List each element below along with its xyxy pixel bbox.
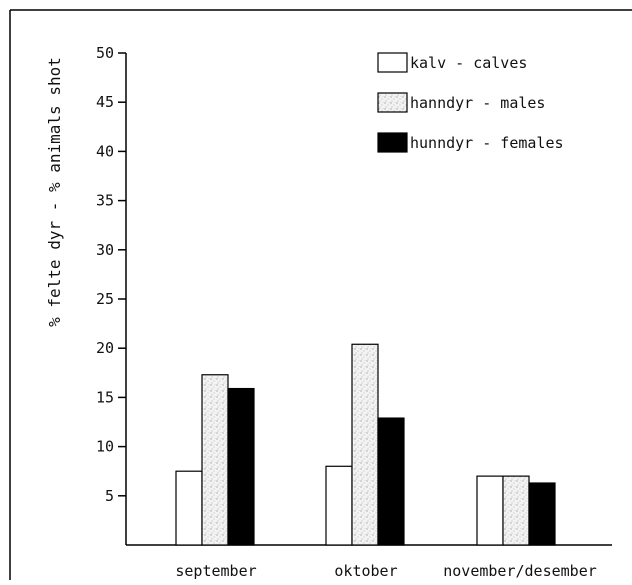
y-axis-label: % felte dyr - % animals shot <box>45 57 64 327</box>
x-category-label: september <box>175 562 256 580</box>
bar-males-0 <box>201 374 229 546</box>
bar-females-0 <box>227 387 255 546</box>
bar-calves-1 <box>325 465 353 546</box>
y-tick-label: 35 <box>96 192 114 210</box>
legend-swatch <box>377 132 408 153</box>
y-tick-label: 20 <box>96 339 114 357</box>
y-tick-label: 45 <box>96 93 114 111</box>
x-category-label: oktober <box>334 562 397 580</box>
bar-males-2 <box>502 475 530 546</box>
legend-label: kalv - calves <box>410 54 527 72</box>
y-tick-label: 10 <box>96 438 114 456</box>
bar-females-1 <box>377 417 405 546</box>
legend-swatch <box>377 92 408 113</box>
y-ticks: 5 10 15 20 25 30 35 40 45 50 <box>96 44 126 505</box>
y-tick-label: 40 <box>96 142 114 160</box>
x-category-label: november/desember <box>443 562 597 580</box>
bars <box>175 343 556 546</box>
y-tick-label: 50 <box>96 44 114 62</box>
bar-females-2 <box>528 482 556 546</box>
y-tick-label: 25 <box>96 290 114 308</box>
legend: kalv - calves hanndyr - males hunndyr - fe… <box>377 52 564 153</box>
bar-males-1 <box>351 343 379 546</box>
bar-calves-2 <box>476 475 504 546</box>
bar-calves-0 <box>175 470 203 546</box>
legend-label: hanndyr - males <box>410 94 545 112</box>
y-tick-label: 30 <box>96 241 114 259</box>
legend-label: hunndyr - females <box>410 134 564 152</box>
legend-swatch <box>377 52 408 73</box>
y-tick-label: 15 <box>96 388 114 406</box>
x-category-labels: september oktober november/desember <box>175 562 596 580</box>
y-tick-label: 5 <box>105 487 114 505</box>
